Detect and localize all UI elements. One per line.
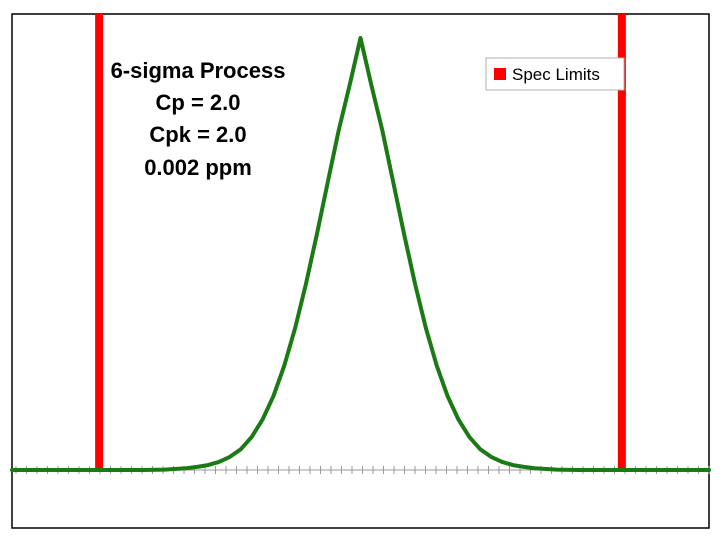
legend-box bbox=[485, 57, 625, 91]
plot-frame bbox=[11, 13, 710, 529]
annotation-ppm: 0.002 ppm bbox=[144, 155, 252, 180]
legend: Spec Limits bbox=[485, 57, 625, 91]
annotation-cp: Cp = 2.0 bbox=[156, 90, 241, 115]
curve-layer bbox=[10, 36, 711, 472]
annotations: 6-sigma Process Cp = 2.0 Cpk = 2.0 0.002… bbox=[111, 58, 286, 180]
normal-curve-line bbox=[10, 36, 711, 472]
annotation-title: 6-sigma Process bbox=[111, 58, 286, 83]
legend-swatch bbox=[494, 68, 506, 80]
annotation-cpk: Cpk = 2.0 bbox=[149, 122, 246, 147]
legend-label: Spec Limits bbox=[512, 65, 600, 84]
